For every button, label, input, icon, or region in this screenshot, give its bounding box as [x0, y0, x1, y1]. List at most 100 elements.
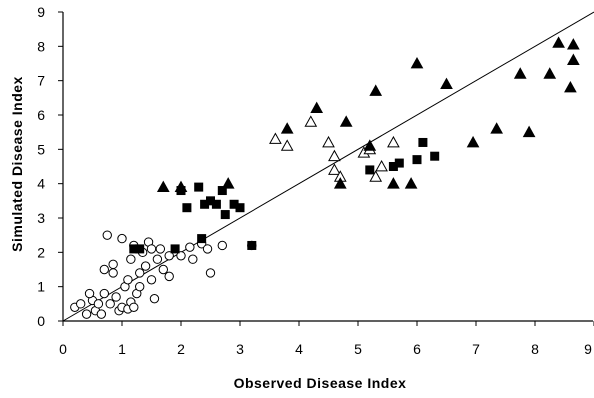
y-tick-label: 3 [37, 210, 45, 226]
y-tick-label: 9 [37, 4, 45, 20]
open-triangle-point [328, 163, 341, 175]
filled-triangle-point [466, 135, 480, 148]
filled-square-point [135, 244, 145, 254]
open-circle-point [146, 275, 157, 285]
filled-square-point [211, 199, 221, 209]
filled-triangle-point [567, 38, 580, 50]
open-circle-point [99, 288, 110, 299]
open-triangle-point [387, 135, 400, 148]
filled-square-point [394, 158, 404, 168]
filled-triangle-point [522, 125, 536, 138]
open-triangle-point [304, 115, 318, 127]
y-tick-label: 5 [37, 141, 45, 157]
y-tick-label: 0 [37, 313, 45, 329]
open-circle-point [76, 299, 86, 309]
filled-square-point [220, 210, 230, 220]
filled-square-point [182, 203, 192, 213]
filled-triangle-point [221, 177, 235, 189]
filled-triangle-point [339, 115, 353, 127]
reference-line-layer [62, 11, 594, 322]
filled-square-point [170, 244, 180, 254]
open-triangle-point [322, 135, 335, 148]
filled-square-point [388, 162, 398, 171]
filled-square-point [412, 155, 422, 165]
filled-square-point [418, 137, 428, 147]
open-circle-point [108, 268, 118, 278]
open-circle-point [108, 259, 118, 270]
filled-square-point [229, 199, 239, 209]
open-circle-point [140, 261, 151, 271]
open-circle-point [84, 288, 95, 299]
x-tick-label: 1 [118, 341, 126, 357]
y-tick-label: 2 [37, 244, 45, 260]
y-tick-label: 1 [37, 279, 45, 295]
filled-triangle-point [174, 180, 188, 192]
x-tick-label: 9 [584, 341, 592, 357]
x-tick-label: 6 [413, 341, 421, 357]
tick-labels-layer: 0 1 2 3 4 5 6 7 8 9 0 1 2 3 4 5 6 7 8 9 [37, 4, 592, 357]
open-circle-point [149, 293, 160, 304]
y-axis-title: Simulated Disease Index [9, 76, 25, 252]
x-tick-label: 8 [531, 341, 539, 357]
filled-triangle-point [310, 101, 324, 114]
open-circle-point [176, 251, 186, 261]
filled-square-point [197, 234, 207, 244]
filled-square-point [217, 186, 227, 196]
open-triangle-point [369, 170, 383, 182]
open-circle-point [155, 244, 166, 254]
open-circle-point [217, 240, 228, 251]
x-axis-title: Observed Disease Index [234, 375, 407, 391]
x-tick-label: 4 [295, 341, 303, 357]
open-circle-point [202, 244, 213, 254]
filled-triangle-point [369, 84, 383, 96]
filled-triangle-point [333, 177, 347, 189]
open-circle-point [188, 254, 198, 264]
open-circle-point [105, 299, 115, 309]
filled-triangle-point [280, 122, 294, 134]
y-tick-label: 8 [37, 38, 45, 54]
filled-square-point [247, 240, 257, 250]
y-tick-label: 7 [37, 73, 45, 89]
open-circle-point [185, 242, 195, 252]
open-circle-point [81, 309, 92, 319]
filled-triangle-point [410, 56, 424, 69]
filled-triangle-point [363, 139, 377, 151]
filled-triangle-point [490, 122, 503, 134]
open-circle-point [135, 268, 145, 278]
axes-layer [58, 11, 594, 326]
filled-square-point [200, 199, 210, 209]
filled-square-point [206, 196, 215, 206]
open-circle-point [126, 254, 136, 264]
open-triangle-point [280, 139, 294, 151]
points-layer [70, 36, 580, 319]
x-tick-label: 7 [472, 341, 480, 357]
open-circle-point [164, 271, 174, 282]
filled-square-point [365, 165, 375, 175]
one-to-one-line [62, 11, 594, 322]
open-triangle-point [269, 132, 282, 144]
open-triangle-point [375, 159, 388, 172]
open-circle-point [135, 281, 145, 292]
filled-square-point [194, 182, 204, 192]
open-circle-point [93, 299, 104, 309]
filled-triangle-point [404, 177, 418, 189]
filled-triangle-point [567, 53, 580, 65]
open-circle-point [205, 268, 216, 278]
open-circle-point [146, 244, 157, 254]
open-circle-point [111, 292, 121, 302]
filled-triangle-point [513, 67, 527, 79]
open-circle-point [158, 264, 169, 275]
y-tick-label: 4 [37, 176, 45, 192]
open-circle-point [117, 233, 127, 244]
filled-triangle-point [543, 67, 557, 79]
filled-square-point [430, 151, 440, 161]
filled-triangle-point [440, 77, 453, 89]
open-circle-point [123, 275, 133, 285]
y-tick-label: 6 [37, 107, 45, 123]
filled-triangle-point [564, 81, 577, 93]
open-circle-point [152, 254, 163, 264]
x-tick-label: 0 [59, 341, 67, 357]
filled-triangle-point [552, 36, 565, 48]
filled-square-point [235, 203, 245, 213]
filled-triangle-point [387, 177, 400, 189]
